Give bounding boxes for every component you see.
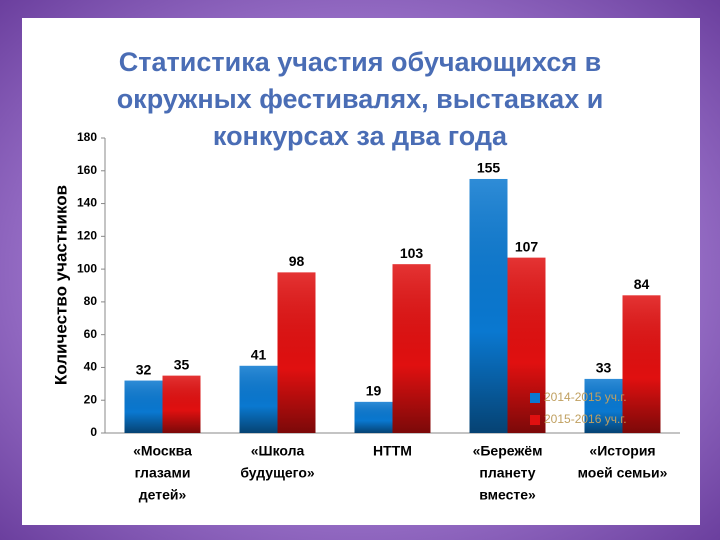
value-label: 98 — [289, 253, 305, 269]
x-tick-label: «Москва — [133, 443, 192, 459]
x-tick-label: планету — [479, 465, 535, 481]
bar-shade — [584, 378, 623, 433]
y-tick-label: 140 — [77, 196, 97, 210]
y-tick-label: 160 — [77, 163, 97, 177]
legend-swatch — [530, 415, 540, 425]
legend-swatch — [530, 393, 540, 403]
slide-panel — [22, 18, 700, 525]
y-tick-label: 20 — [84, 392, 98, 406]
value-label: 155 — [477, 160, 501, 176]
x-tick-label: детей» — [139, 487, 187, 503]
y-tick-label: 60 — [84, 327, 98, 341]
y-tick-label: 180 — [77, 130, 97, 144]
bar-shade — [622, 295, 661, 433]
value-label: 35 — [174, 356, 190, 372]
value-label: 107 — [515, 238, 539, 254]
x-tick-label: глазами — [135, 465, 191, 481]
legend-label: 2015-2016 уч.г. — [544, 412, 627, 426]
bar-shade — [354, 401, 393, 433]
x-tick-label: моей семьи» — [578, 465, 668, 481]
bar-shade — [507, 257, 546, 433]
x-tick-label: «Бережём — [473, 443, 543, 459]
value-label: 103 — [400, 245, 424, 261]
y-tick-label: 80 — [84, 294, 98, 308]
value-label: 32 — [136, 361, 152, 377]
x-tick-label: НТТМ — [373, 443, 412, 459]
y-tick-label: 100 — [77, 261, 97, 275]
bar-shade — [277, 272, 316, 433]
x-tick-label: вместе» — [479, 487, 536, 503]
y-axis-label: Количество участников — [51, 185, 70, 385]
bar-shade — [124, 380, 163, 433]
x-tick-label: «История — [589, 443, 655, 459]
y-tick-label: 40 — [84, 360, 98, 374]
x-tick-label: будущего» — [240, 465, 315, 481]
y-tick-label: 0 — [90, 425, 97, 439]
value-label: 41 — [251, 347, 267, 363]
legend-label: 2014-2015 уч.г. — [544, 390, 627, 404]
value-label: 19 — [366, 383, 382, 399]
bar-shade — [469, 178, 508, 433]
value-label: 33 — [596, 360, 612, 376]
value-label: 84 — [634, 276, 650, 292]
y-tick-label: 120 — [77, 229, 97, 243]
bar-shade — [239, 365, 278, 433]
bar-shade — [392, 264, 431, 433]
chart-title: Статистика участия обучающихся в окружны… — [116, 47, 604, 151]
x-tick-label: «Школа — [251, 443, 305, 459]
bar-shade — [162, 375, 201, 433]
